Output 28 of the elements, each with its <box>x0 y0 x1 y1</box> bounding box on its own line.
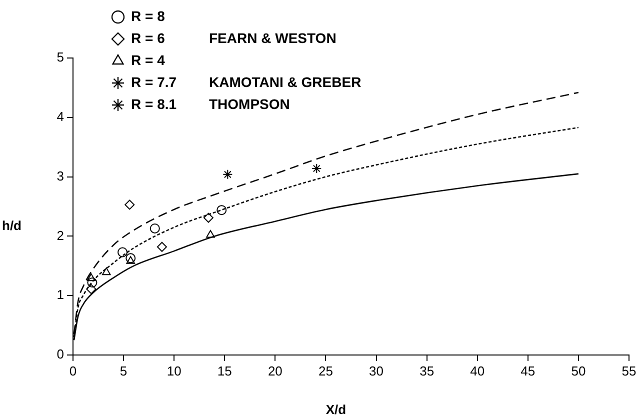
x-tick-label: 40 <box>470 363 485 378</box>
legend-label: R = 6 <box>131 30 166 46</box>
x-tick-label: 50 <box>571 363 586 378</box>
x-tick-label: 25 <box>318 363 333 378</box>
y-axis-title: h/d <box>2 218 22 234</box>
x-tick-label: 45 <box>520 363 536 378</box>
x-axis-title: X/d <box>326 402 346 418</box>
annotation: THOMPSON <box>209 96 290 112</box>
legend-label: R = 7.7 <box>131 74 177 90</box>
y-tick-label: 4 <box>56 108 64 124</box>
x-tick-label: 15 <box>217 363 232 378</box>
y-tick-label: 3 <box>56 168 64 184</box>
x-tick-label: 55 <box>622 363 636 378</box>
annotation: KAMOTANI & GREBER <box>209 74 362 90</box>
text: FEARN & WESTON <box>209 30 336 46</box>
y-tick-label: 1 <box>56 287 64 302</box>
x-tick-label: 5 <box>120 363 128 378</box>
y-tick-label: 5 <box>56 50 64 65</box>
y-tick-label: 2 <box>56 228 64 243</box>
x-tick-label: 0 <box>69 363 77 378</box>
x-tick-label: 35 <box>420 363 434 378</box>
legend-label: R = 4 <box>131 52 166 68</box>
legend-label: R = 8.1 <box>131 96 177 112</box>
x-tick-label: 10 <box>166 363 182 378</box>
x-tick-label: 30 <box>369 363 384 378</box>
y-tick-label: 0 <box>56 346 64 362</box>
x-tick-label: 20 <box>268 363 282 378</box>
legend-label: R = 8 <box>131 8 166 24</box>
